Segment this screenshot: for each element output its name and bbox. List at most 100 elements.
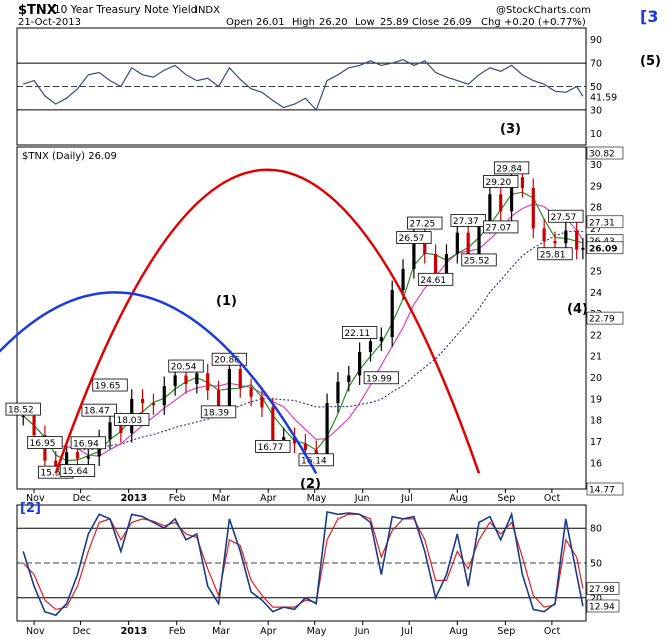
- cycle-arc-red: [54, 168, 481, 474]
- price-bar-body: [32, 415, 36, 436]
- right-axis-label-4: 22.79: [589, 315, 615, 325]
- right-axis-label-0: 30.82: [589, 150, 615, 160]
- price-bar-body: [379, 337, 383, 342]
- annotation-label: 27.37: [453, 217, 479, 227]
- price-bar-body: [21, 415, 25, 417]
- price-bar-body: [238, 369, 242, 389]
- stoch-tick-80: 80: [590, 524, 602, 535]
- price-bar-body: [531, 187, 535, 229]
- stoch-xtick-label-11: Oct: [544, 626, 561, 637]
- price-bar-body: [390, 290, 394, 338]
- rsi-last-value: 41.59: [590, 92, 617, 103]
- price-xtick-label-8: Jul: [400, 493, 412, 504]
- price-annotation: 27.57: [548, 209, 584, 223]
- stoch-xtick-label-1: Dec: [73, 626, 91, 637]
- price-bar-body: [564, 230, 568, 244]
- price-annotation: 29.84: [493, 161, 530, 174]
- close-label: Close: [412, 17, 439, 28]
- price-annotation: 20.86: [211, 352, 248, 366]
- price-bar-body: [575, 230, 579, 250]
- price-bar-body: [499, 194, 503, 212]
- price-bar-body: [581, 247, 585, 250]
- wave-label-bracket2: [2]: [20, 501, 41, 516]
- rsi-tick-10: 10: [590, 129, 602, 140]
- price-annotation: 16.14: [298, 453, 334, 466]
- rsi-series-line: [23, 58, 584, 112]
- price-bar-body: [455, 232, 459, 254]
- stoch-xtick-label-4: Mar: [212, 626, 230, 637]
- price-bar-body: [216, 390, 221, 408]
- price-bar-body: [54, 460, 58, 470]
- price-xtick-label-0: Nov: [26, 493, 45, 504]
- annotation-box: [168, 359, 204, 373]
- stoch-last-box: [586, 582, 620, 595]
- annotation-label: 19.99: [366, 374, 392, 384]
- price-bar-body: [412, 236, 416, 269]
- price-bar-body: [434, 253, 438, 274]
- price-bar-body: [466, 232, 470, 257]
- price-bar-body: [368, 341, 373, 352]
- price-tick-27: 27: [590, 224, 602, 235]
- price-tick-25: 25: [590, 267, 602, 278]
- price-annotation: 26.57: [396, 231, 432, 244]
- annotation-box: [70, 436, 106, 450]
- right-axis-box: [586, 241, 624, 255]
- annotation-label: 18.39: [203, 408, 229, 418]
- price-bar-body: [520, 177, 525, 188]
- low-value: 25.89: [380, 17, 409, 28]
- annotation-label: 27.07: [485, 223, 511, 233]
- stoch-xtick-label-9: Aug: [449, 626, 468, 637]
- annotation-label: 15.64: [62, 467, 88, 477]
- price-bar-body: [542, 228, 546, 242]
- right-axis-box: [586, 311, 624, 325]
- stoch-xtick-label-0: Nov: [26, 626, 45, 637]
- price-bar-body: [488, 194, 492, 225]
- price-bar-body: [108, 422, 112, 440]
- price-bar-body: [206, 373, 210, 391]
- price-bar-body: [195, 373, 199, 384]
- price-tick-29: 29: [590, 181, 602, 192]
- cycle-arc-blue: [0, 291, 318, 475]
- annotation-box: [255, 439, 291, 453]
- annotation-box: [5, 402, 41, 416]
- stoch-xtick-label-8: Jul: [400, 626, 412, 637]
- annotation-box: [483, 175, 519, 188]
- price-bar-body: [65, 452, 69, 470]
- price-xtick-label-5: Apr: [260, 493, 277, 504]
- price-bar-body: [151, 403, 156, 406]
- price-bar-body: [336, 381, 340, 404]
- price-annotation: 19.99: [363, 371, 399, 384]
- price-bar-body: [227, 369, 232, 408]
- security-name: 10 Year Treasury Note Yield: [54, 4, 197, 16]
- annotation-label: 15.56: [41, 469, 67, 479]
- right-axis-box: [586, 146, 624, 160]
- stoch-xtick-label-2: 2013: [121, 626, 147, 637]
- chg-value: +0.20 (+0.77%): [504, 17, 586, 28]
- annotation-box: [396, 231, 432, 244]
- annotation-box: [200, 405, 237, 419]
- price-annotation: 25.52: [461, 253, 497, 266]
- right-axis-label-5: 14.77: [589, 486, 615, 496]
- chart-header: $TNX 10 Year Treasury Note Yield INDX 21…: [18, 3, 661, 69]
- price-annotation: 27.07: [483, 220, 519, 233]
- annotation-label: 16.95: [30, 439, 56, 449]
- price-tick-20: 20: [590, 373, 602, 384]
- high-value: 26.20: [319, 17, 348, 28]
- price-annotation: 20.54: [168, 359, 204, 373]
- price-bar-body: [260, 396, 264, 408]
- price-xtick-label-1: Dec: [73, 493, 91, 504]
- price-annotation: 16.95: [27, 436, 63, 449]
- annotation-label: 16.94: [73, 439, 99, 449]
- stoch-xtick-label-7: Jun: [354, 626, 370, 637]
- stoch-last-value-0: 27.98: [589, 585, 615, 595]
- exchange-label: INDX: [195, 5, 220, 16]
- price-bar-body: [184, 375, 188, 384]
- price-bar-body: [162, 386, 166, 406]
- stoch-xtick-label-6: May: [307, 626, 327, 637]
- price-bar-body: [444, 253, 449, 274]
- annotation-label: 24.61: [420, 276, 446, 286]
- stoch-last-box: [586, 599, 620, 613]
- rsi-tick-70: 70: [590, 59, 602, 70]
- stoch-tick-50: 50: [590, 559, 602, 570]
